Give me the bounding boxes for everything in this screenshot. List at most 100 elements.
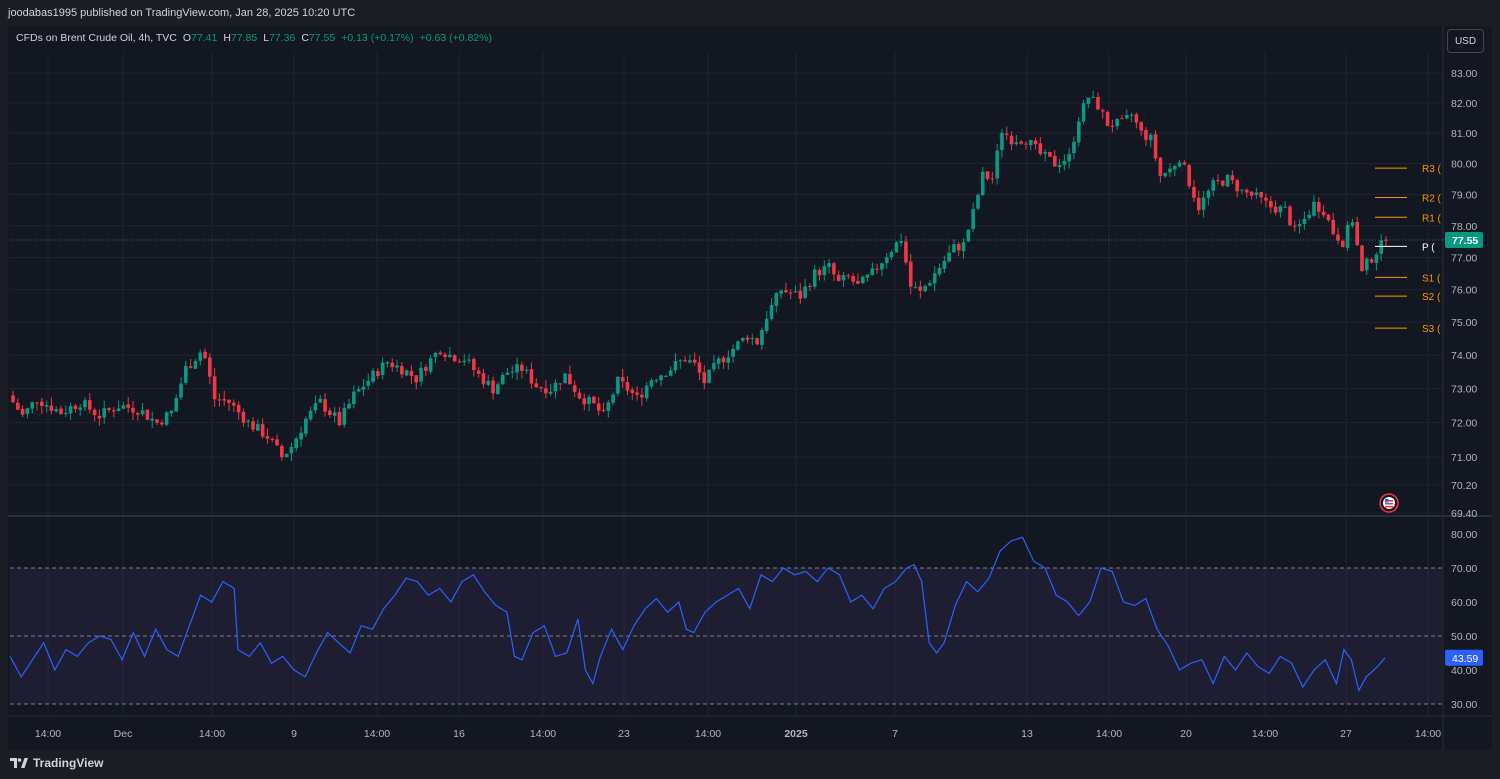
candle-body — [851, 275, 855, 282]
candle — [462, 353, 467, 366]
candle — [486, 375, 491, 387]
candle-body — [716, 358, 721, 364]
candle-body — [688, 360, 692, 363]
symbol-legend[interactable]: CFDs on Brent Crude Oil, 4h, TVC O77.41 … — [16, 32, 492, 44]
candle-body — [630, 389, 635, 393]
candle — [1379, 234, 1383, 261]
price-tick-label: 70.20 — [1451, 480, 1477, 492]
candle-body — [44, 405, 49, 407]
candle — [558, 383, 563, 391]
publisher-text: joodabas1995 published on TradingView.co… — [8, 7, 356, 19]
candle — [208, 353, 212, 385]
candle-body — [529, 369, 534, 384]
candle — [884, 252, 889, 269]
candle — [380, 357, 385, 380]
candle-body — [16, 402, 20, 410]
candle — [976, 193, 980, 211]
candle-body — [491, 380, 495, 394]
candle — [529, 362, 534, 389]
candle-body — [256, 423, 260, 431]
candle-body — [1192, 186, 1196, 198]
candle-body — [299, 432, 303, 440]
candle — [217, 393, 222, 407]
candle-body — [160, 422, 164, 425]
candle-body — [966, 229, 971, 242]
candle-body — [11, 395, 15, 403]
candle — [107, 407, 111, 413]
candle-body — [606, 402, 611, 411]
candle — [1331, 212, 1335, 236]
candle — [169, 410, 174, 417]
candle — [534, 378, 539, 388]
tradingview-logo[interactable]: TradingView — [10, 756, 103, 770]
candle — [313, 395, 318, 414]
candle — [1187, 163, 1191, 189]
candle — [985, 171, 990, 182]
candle — [352, 385, 356, 409]
candle — [952, 239, 956, 253]
candle-body — [1000, 132, 1004, 151]
candle-body — [1297, 224, 1302, 227]
candle — [668, 366, 673, 377]
candle — [1168, 163, 1172, 177]
candle — [1278, 204, 1283, 218]
candle — [1273, 200, 1278, 216]
candle-body — [544, 388, 548, 394]
candle-body — [755, 338, 759, 345]
candle — [611, 392, 615, 406]
candle-body — [1081, 103, 1086, 122]
current-price-badge-text: 77.55 — [1452, 235, 1478, 247]
candle — [1100, 108, 1105, 119]
rsi-value-badge-bg — [1445, 649, 1483, 666]
candle — [841, 271, 846, 287]
candle-body — [568, 374, 572, 385]
pivot-label: S3 ( — [1422, 324, 1441, 335]
candle-body — [577, 392, 582, 399]
candle — [1336, 227, 1340, 245]
candle — [500, 372, 505, 385]
candle — [688, 354, 692, 364]
candle — [443, 352, 447, 362]
candle — [510, 365, 515, 379]
candle-body — [294, 438, 299, 448]
candle — [1129, 112, 1134, 123]
candle — [697, 356, 702, 381]
candle — [1134, 112, 1139, 129]
candle — [323, 393, 327, 417]
candle-body — [73, 405, 78, 410]
candle — [784, 282, 788, 294]
candle — [1177, 159, 1182, 168]
candle — [40, 397, 44, 415]
candle — [712, 354, 716, 372]
candle-body — [337, 412, 342, 426]
candle-body — [486, 380, 491, 385]
candle-body — [1067, 154, 1071, 162]
candle-body — [246, 420, 251, 422]
candle-body — [232, 402, 236, 406]
candle-body — [673, 361, 678, 371]
candle — [452, 353, 457, 363]
candle — [726, 350, 731, 370]
candle — [899, 233, 903, 247]
candle-body — [1259, 192, 1263, 198]
currency-button[interactable]: USD — [1447, 29, 1484, 53]
candle-body — [88, 400, 92, 410]
time-tick-label: 14:00 — [1415, 728, 1441, 740]
candle — [1120, 114, 1124, 120]
candle-body — [1264, 197, 1268, 201]
legend-symbol[interactable]: CFDs on Brent Crude Oil, 4h, TVC — [16, 32, 177, 44]
candle-body — [1278, 206, 1283, 213]
rsi-tick-label: 60.00 — [1451, 597, 1477, 609]
candle-body — [1249, 191, 1254, 196]
candle — [851, 272, 855, 286]
current-price-badge-bg — [1445, 231, 1483, 248]
candle-body — [692, 359, 697, 363]
rsi-value-badge-text: 43.59 — [1452, 653, 1478, 665]
candle-body — [937, 268, 942, 275]
time-tick-label: 13 — [1021, 728, 1033, 740]
candle — [640, 387, 644, 406]
candle — [716, 356, 721, 370]
time-tick-label: 7 — [892, 728, 898, 740]
chart-area[interactable] — [8, 26, 1492, 750]
